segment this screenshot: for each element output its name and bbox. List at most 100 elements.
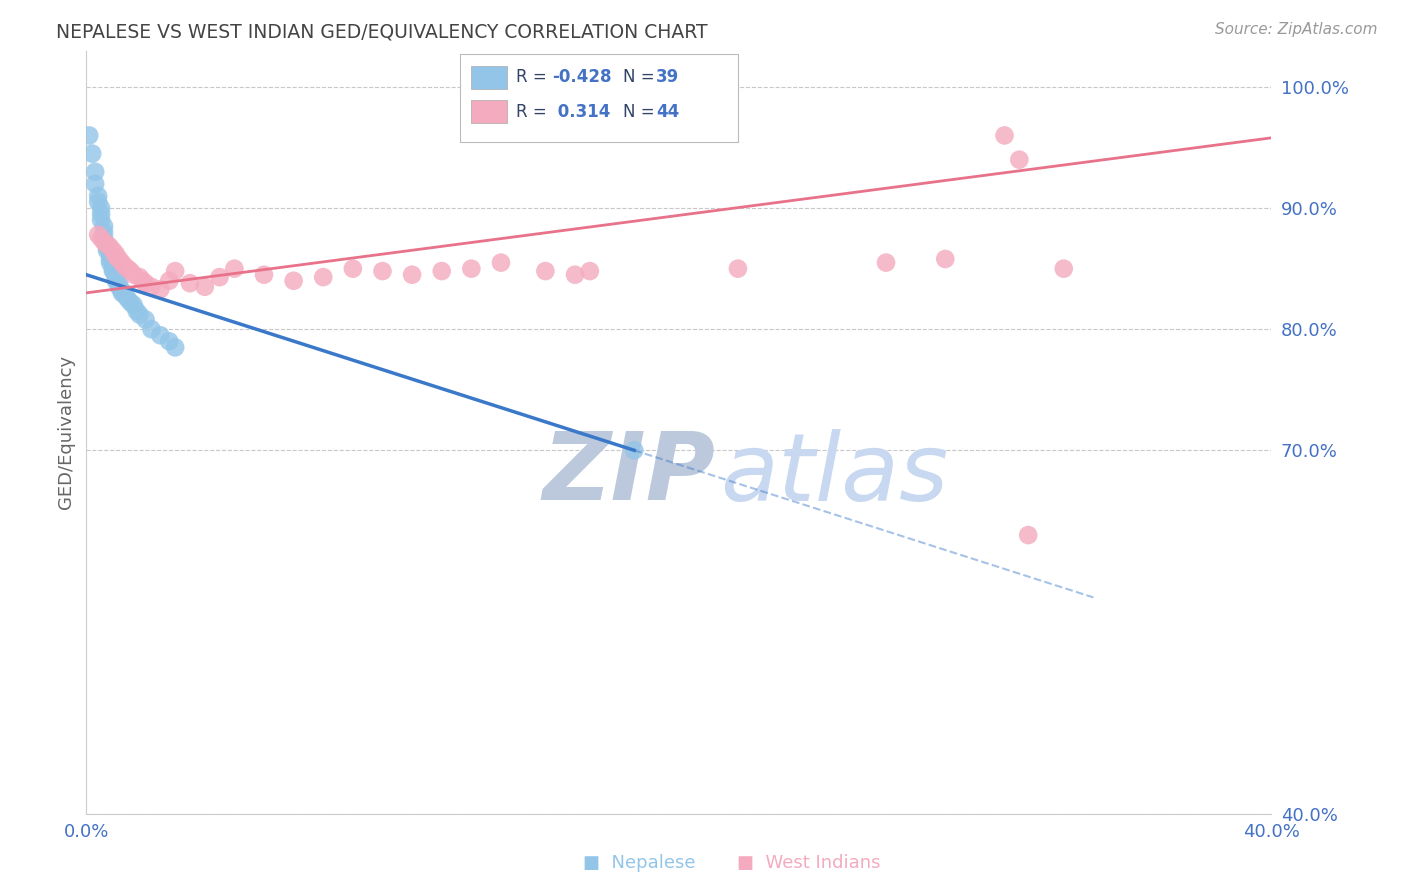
Text: ZIP: ZIP (543, 428, 716, 520)
Point (371, 264, 394, 278)
Point (141, 280, 163, 294)
Point (96, 244, 118, 258)
Point (104, 271, 127, 285)
Point (342, 261, 364, 276)
Point (993, 128, 1015, 143)
Point (1017, 528, 1039, 542)
FancyBboxPatch shape (471, 66, 508, 89)
Point (93, 231, 115, 245)
Point (165, 264, 187, 278)
Point (460, 261, 482, 276)
Point (128, 270, 150, 285)
Point (579, 264, 602, 278)
Point (135, 276, 157, 290)
Point (101, 244, 124, 258)
Text: N =: N = (623, 69, 659, 87)
Point (114, 259, 136, 273)
Point (224, 261, 246, 276)
Point (194, 280, 217, 294)
Point (875, 255, 897, 269)
Point (84, 165, 107, 179)
Point (149, 328, 172, 343)
Point (90, 207, 112, 221)
Text: atlas: atlas (720, 428, 949, 520)
Point (489, 255, 512, 269)
Point (98, 240, 121, 254)
Point (96, 240, 118, 254)
Point (87, 227, 110, 242)
Point (131, 274, 153, 288)
Text: ■  Nepalese: ■ Nepalese (583, 855, 696, 872)
Point (90, 201, 112, 215)
Point (96, 237, 118, 252)
Point (77, 128, 100, 143)
Point (117, 261, 139, 276)
Point (534, 264, 557, 278)
Text: ■  West Indians: ■ West Indians (737, 855, 880, 872)
Text: 0.314: 0.314 (553, 103, 610, 120)
FancyBboxPatch shape (460, 54, 738, 142)
Point (312, 270, 335, 285)
Point (128, 308, 150, 322)
Point (125, 304, 148, 318)
Point (727, 261, 749, 276)
Point (141, 322, 163, 336)
Point (87, 189, 110, 203)
Point (98, 252, 121, 266)
Point (98, 255, 121, 269)
Point (1008, 153, 1031, 167)
Point (401, 268, 423, 282)
Point (623, 443, 645, 458)
Point (87, 195, 110, 210)
Point (179, 276, 201, 290)
Point (283, 274, 305, 288)
Point (90, 231, 112, 245)
Point (104, 274, 127, 288)
Point (93, 225, 115, 239)
Point (122, 298, 145, 312)
Point (111, 255, 134, 269)
Text: R =: R = (516, 69, 553, 87)
Text: 39: 39 (657, 69, 679, 87)
Point (120, 295, 142, 310)
Point (117, 292, 139, 306)
Point (157, 274, 180, 288)
Point (430, 264, 453, 278)
Point (120, 264, 142, 278)
Point (111, 284, 134, 298)
Point (157, 334, 180, 349)
Point (93, 235, 115, 249)
Point (149, 282, 172, 296)
Point (104, 268, 127, 282)
Text: R =: R = (516, 103, 553, 120)
Point (208, 270, 231, 285)
Point (564, 268, 586, 282)
Point (90, 213, 112, 227)
Point (101, 261, 124, 276)
FancyBboxPatch shape (471, 100, 508, 123)
Point (108, 252, 131, 266)
Point (135, 312, 157, 326)
Text: Source: ZipAtlas.com: Source: ZipAtlas.com (1215, 22, 1378, 37)
Point (122, 268, 145, 282)
Point (104, 247, 127, 261)
Point (98, 247, 121, 261)
Point (84, 177, 107, 191)
Point (934, 252, 956, 266)
Point (114, 288, 136, 302)
Point (1053, 261, 1076, 276)
Point (101, 264, 124, 278)
Point (104, 250, 127, 264)
Point (93, 219, 115, 234)
Text: 44: 44 (657, 103, 679, 120)
Text: -0.428: -0.428 (553, 69, 612, 87)
Point (82, 146, 104, 161)
Point (96, 237, 118, 252)
Text: NEPALESE VS WEST INDIAN GED/EQUIVALENCY CORRELATION CHART: NEPALESE VS WEST INDIAN GED/EQUIVALENCY … (56, 22, 707, 41)
Point (253, 268, 276, 282)
Point (108, 276, 131, 290)
Point (165, 340, 187, 354)
Text: N =: N = (623, 103, 659, 120)
Point (111, 285, 134, 300)
Point (108, 280, 131, 294)
